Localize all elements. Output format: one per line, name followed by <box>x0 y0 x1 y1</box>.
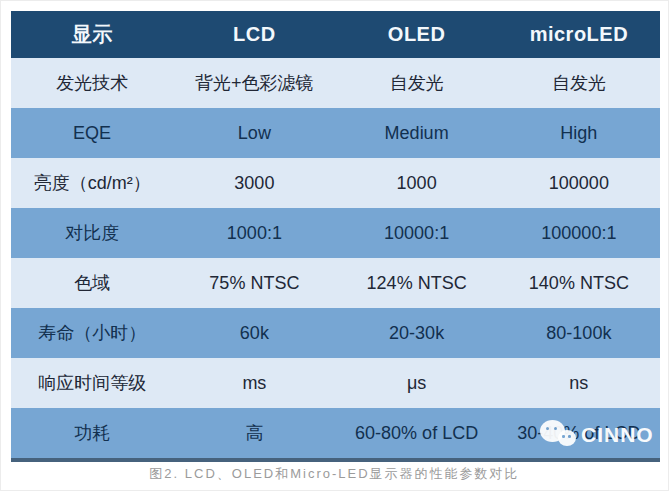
cell-oled: μs <box>336 358 498 408</box>
cell-oled: 1000 <box>336 158 498 208</box>
table-row-lifetime: 寿命（小时） 60k 20-30k 80-100k <box>11 308 660 358</box>
cell-microled: ns <box>498 358 660 408</box>
header-cell-lcd: LCD <box>173 11 335 58</box>
cell-oled: 自发光 <box>336 58 498 108</box>
table-row-response-time: 响应时间等级 ms μs ns <box>11 358 660 408</box>
row-label: 亮度（cd/m²） <box>11 158 173 208</box>
cell-lcd: ms <box>173 358 335 408</box>
table-row-power-consumption: 功耗 高 60-80% of LCD 30-40% of LCD <box>11 408 660 458</box>
display-tech-comparison-table: 显示 LCD OLED microLED 发光技术 背光+色彩滤镜 自发光 自发… <box>11 11 660 462</box>
cell-lcd: 60k <box>173 308 335 358</box>
header-cell-display: 显示 <box>11 11 173 58</box>
cell-lcd: 75% NTSC <box>173 258 335 308</box>
cell-microled: 100000:1 <box>498 208 660 258</box>
cell-oled: 20-30k <box>336 308 498 358</box>
cell-oled: 124% NTSC <box>336 258 498 308</box>
row-label: 功耗 <box>11 408 173 458</box>
cell-lcd: 高 <box>173 408 335 458</box>
table-row-contrast: 对比度 1000:1 10000:1 100000:1 <box>11 208 660 258</box>
cell-lcd: 3000 <box>173 158 335 208</box>
table-row-brightness: 亮度（cd/m²） 3000 1000 100000 <box>11 158 660 208</box>
row-label: 寿命（小时） <box>11 308 173 358</box>
table-bottom-border <box>11 458 660 462</box>
cell-microled: 自发光 <box>498 58 660 108</box>
table-header-row: 显示 LCD OLED microLED <box>11 11 660 58</box>
table-row-color-gamut: 色域 75% NTSC 124% NTSC 140% NTSC <box>11 258 660 308</box>
table-row-emission-tech: 发光技术 背光+色彩滤镜 自发光 自发光 <box>11 58 660 108</box>
cell-oled: 60-80% of LCD <box>336 408 498 458</box>
cell-microled: 80-100k <box>498 308 660 358</box>
header-cell-oled: OLED <box>336 11 498 58</box>
row-label: 对比度 <box>11 208 173 258</box>
cell-lcd: 背光+色彩滤镜 <box>173 58 335 108</box>
row-label: 色域 <box>11 258 173 308</box>
figure-caption: 图2. LCD、OLED和Micro-LED显示器的性能参数对比 <box>1 465 668 483</box>
cell-lcd: 1000:1 <box>173 208 335 258</box>
cell-microled: High <box>498 108 660 158</box>
cell-lcd: Low <box>173 108 335 158</box>
row-label: 发光技术 <box>11 58 173 108</box>
table-row-eqe: EQE Low Medium High <box>11 108 660 158</box>
cell-microled: 30-40% of LCD <box>498 408 660 458</box>
cell-microled: 140% NTSC <box>498 258 660 308</box>
row-label: 响应时间等级 <box>11 358 173 408</box>
cell-oled: Medium <box>336 108 498 158</box>
cell-microled: 100000 <box>498 158 660 208</box>
row-label: EQE <box>11 108 173 158</box>
header-cell-microled: microLED <box>498 11 660 58</box>
cell-oled: 10000:1 <box>336 208 498 258</box>
